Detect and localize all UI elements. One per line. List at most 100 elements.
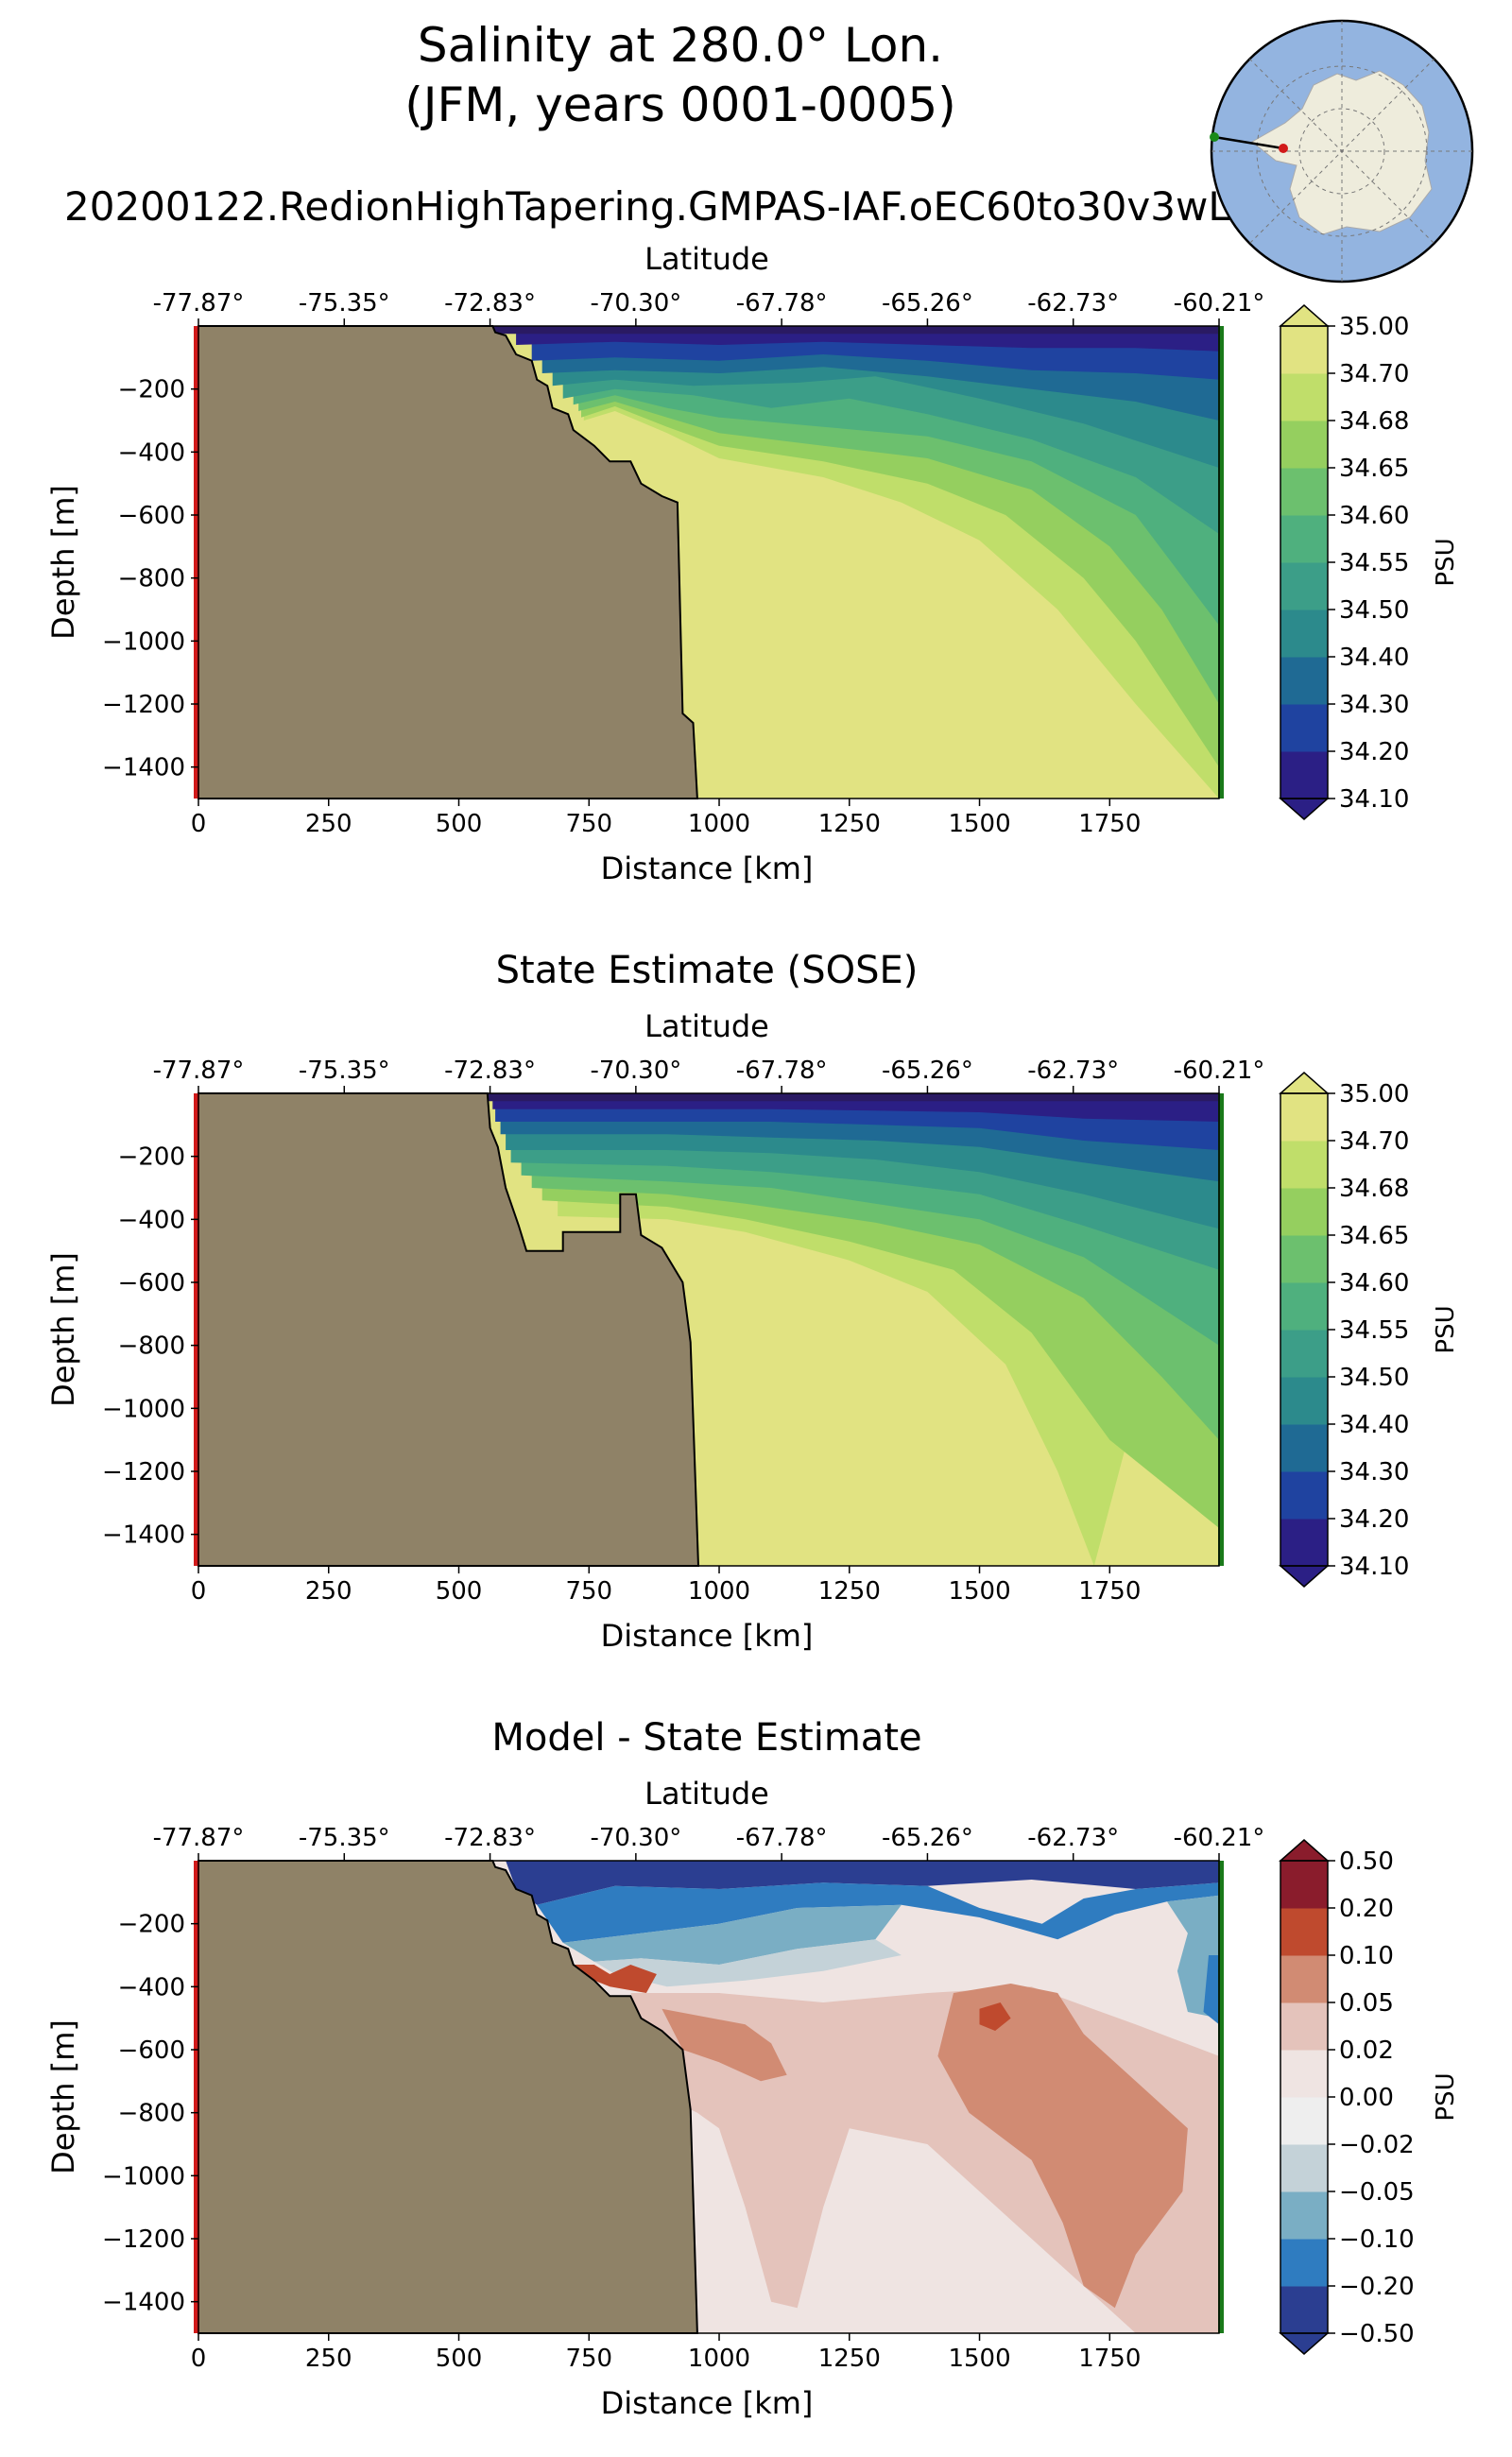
- panel-state-estimate: State Estimate (SOSE) Latitude 0 250 500 75…: [45, 949, 1460, 1654]
- top-tick-label: -75.35°: [299, 1057, 390, 1085]
- x-tick-label: 250: [305, 1577, 352, 1606]
- y-tick-label: −600: [118, 2036, 185, 2065]
- run-name-label: 20200122.RedionHighTapering.GMPAS-IAF.oE…: [64, 183, 1242, 230]
- y-tick-label: −1200: [102, 1458, 185, 1486]
- section-start-marker: [194, 1861, 199, 2333]
- top-tick-label: -67.78°: [736, 1824, 828, 1852]
- section-start-marker: [194, 326, 199, 799]
- y-tick-label: −200: [118, 1143, 185, 1172]
- colorbar-tick-label: 34.68: [1339, 1175, 1409, 1203]
- plot-frame: [198, 1860, 1220, 2334]
- colorbar-tick-label: 34.65: [1339, 1222, 1409, 1250]
- top-tick-label: -77.87°: [153, 289, 245, 318]
- y-axis-label: Depth [m]: [45, 2019, 81, 2174]
- x-tick-label: 500: [436, 810, 483, 838]
- x-tick-label: 1250: [818, 1577, 881, 1606]
- y-tick-label: −800: [118, 1332, 185, 1361]
- top-tick-label: -70.30°: [590, 289, 681, 318]
- y-axis-label: Depth [m]: [45, 485, 81, 640]
- colorbar-tick-label: 34.68: [1339, 407, 1409, 436]
- y-tick-label: −400: [118, 1206, 185, 1234]
- section-start-marker: [194, 1093, 199, 1566]
- x-tick-label: 750: [565, 2345, 612, 2373]
- colorbar-segment: [1280, 610, 1328, 658]
- colorbar-tick-label: 34.10: [1339, 785, 1409, 814]
- colorbar-tick-label: 34.55: [1339, 549, 1409, 577]
- colorbar-tick-label: 35.00: [1339, 313, 1409, 341]
- top-tick-label: -65.26°: [882, 1824, 973, 1852]
- colorbar-segment: [1280, 2002, 1328, 2051]
- colorbar-tick-label: 34.30: [1339, 691, 1409, 719]
- colorbar: 34.10 34.20 34.30 34.40 34.50 34.55 34.60 34.65…: [1279, 304, 1409, 820]
- colorbar-segment: [1280, 2050, 1328, 2098]
- x-tick-label: 1500: [948, 810, 1010, 838]
- colorbar-extend-min: [1279, 2332, 1330, 2355]
- y-tick-label: −1200: [102, 2225, 185, 2254]
- colorbar-tick-label: 35.00: [1339, 1080, 1409, 1108]
- y-tick-label: −800: [118, 565, 185, 593]
- top-tick-label: -60.21°: [1174, 1057, 1265, 1085]
- colorbar-extend-max: [1279, 1072, 1330, 1094]
- panel-title: Model - State Estimate: [491, 1716, 921, 1760]
- colorbar-segment: [1280, 468, 1328, 516]
- colorbar: 34.10 34.20 34.30 34.40 34.50 34.55 34.60 34.65…: [1279, 1072, 1409, 1588]
- colorbar-tick-label: 0.02: [1339, 2036, 1394, 2065]
- section-end-marker: [1218, 326, 1224, 799]
- panel-model: Latitude 0 250 500 750 1000 1250 1500 1750 −200 −…: [45, 241, 1460, 886]
- colorbar-segment: [1280, 1908, 1328, 1956]
- colorbar-segment: [1280, 1424, 1328, 1472]
- colorbar-segment: [1280, 751, 1328, 799]
- top-tick-label: -60.21°: [1174, 1824, 1265, 1852]
- colorbar-segment: [1280, 1377, 1328, 1425]
- y-axis-label: Depth [m]: [45, 1252, 81, 1407]
- plot-frame: [198, 325, 1220, 799]
- x-tick-label: 1750: [1078, 1577, 1141, 1606]
- top-tick-label: -65.26°: [882, 1057, 973, 1085]
- difference-patch: [562, 1904, 902, 1965]
- colorbar-tick-label: −0.10: [1339, 2225, 1415, 2254]
- top-axis-label: Latitude: [644, 241, 769, 277]
- top-tick-label: -72.83°: [444, 289, 536, 318]
- figure-title-line1: Salinity at 280.0° Lon.: [418, 18, 943, 73]
- panel-difference: Model - State Estimate Latitude 0 250 500 7…: [45, 1716, 1460, 2421]
- bathymetry-land: [198, 1092, 700, 1567]
- colorbar-label: PSU: [1432, 2072, 1460, 2121]
- top-tick-label: -72.83°: [444, 1824, 536, 1852]
- bathymetry-land: [198, 1860, 698, 2334]
- colorbar-tick-label: 34.60: [1339, 1269, 1409, 1297]
- y-tick-label: −600: [118, 502, 185, 530]
- difference-patch: [506, 1861, 1219, 1905]
- colorbar-tick-label: 34.40: [1339, 1411, 1409, 1439]
- difference-patch: [979, 2002, 1011, 2031]
- y-tick-label: −400: [118, 438, 185, 467]
- colorbar-segment: [1280, 2144, 1328, 2192]
- difference-patch: [593, 1939, 902, 1987]
- x-tick-label: 0: [191, 810, 207, 838]
- x-tick-label: 1000: [688, 810, 750, 838]
- difference-patch: [937, 1984, 1188, 2309]
- plot-area: 0 250 500 750 1000 1250 1500 1750 −200 −400 −600 −8…: [102, 1057, 1264, 1606]
- top-tick-label: -72.83°: [444, 1057, 536, 1085]
- top-tick-label: -70.30°: [590, 1057, 681, 1085]
- section-end-marker: [1218, 1861, 1224, 2333]
- plot-area: 0 250 500 750 1000 1250 1500 1750 −200 −400 −600 −8…: [102, 1824, 1264, 2373]
- colorbar-tick-label: 34.70: [1339, 1127, 1409, 1156]
- y-tick-label: −1000: [102, 627, 185, 656]
- x-axis-label: Distance [km]: [601, 1618, 814, 1654]
- colorbar: −0.50 −0.20 −0.10 −0.05 −0.02 0.00 0.02 0.05 0.1…: [1279, 1839, 1415, 2355]
- panel-title: State Estimate (SOSE): [496, 949, 919, 992]
- plot-area: 0 250 500 750 1000 1250 1500 1750 −200 −400 −600 −8…: [102, 289, 1264, 838]
- colorbar-tick-label: 34.55: [1339, 1316, 1409, 1345]
- y-tick-label: −200: [118, 1911, 185, 1939]
- x-tick-label: 750: [565, 1577, 612, 1606]
- inset-map: [1210, 19, 1474, 284]
- colorbar-tick-label: 0.10: [1339, 1942, 1394, 1970]
- colorbar-tick-label: 0.05: [1339, 1989, 1394, 2018]
- x-tick-label: 1000: [688, 2345, 750, 2373]
- transect-line: [1213, 135, 1284, 150]
- colorbar-tick-label: 34.70: [1339, 360, 1409, 388]
- colorbar-tick-label: 34.65: [1339, 455, 1409, 483]
- colorbar-segment: [1280, 1955, 1328, 2003]
- figure-title-line2: (JFM, years 0001-0005): [404, 77, 955, 132]
